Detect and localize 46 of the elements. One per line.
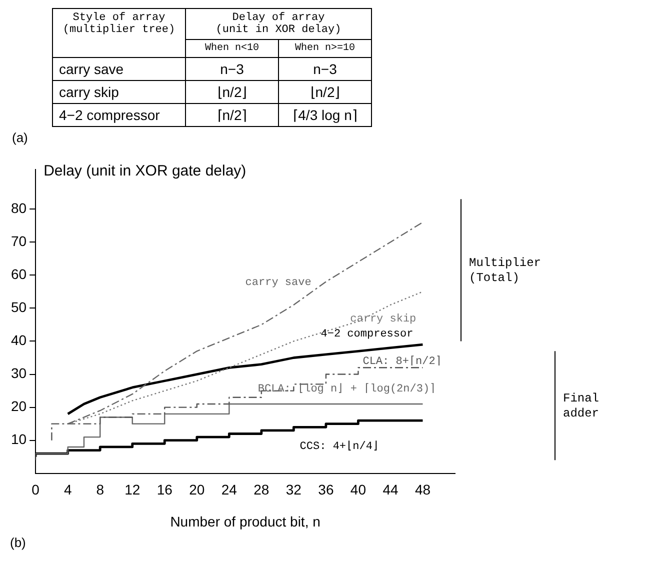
series-label: BCLA: ⌊log n⌋ + ⌈log(2n/3)⌉ <box>258 382 436 396</box>
x-tick-label: 28 <box>254 482 270 498</box>
y-tick-label: 80 <box>10 200 27 216</box>
text: ⌈4/3 log n⌉ <box>292 107 358 123</box>
x-tick-label: 4 <box>64 482 72 498</box>
text: (a) <box>12 130 28 145</box>
text: Delay of array (unit in XOR delay) <box>214 12 342 36</box>
text: ⌊n/2⌋ <box>309 84 341 100</box>
text: ⌊n/2⌋ <box>216 84 248 100</box>
text: n−3 <box>219 61 245 77</box>
text: carry save <box>59 61 125 77</box>
y-tick-label: 60 <box>10 266 27 282</box>
x-tick-label: 44 <box>382 482 398 498</box>
y-tick-label: 30 <box>10 365 27 382</box>
y-tick-label: 20 <box>10 398 27 414</box>
y-tick-label: 50 <box>10 299 27 316</box>
x-tick-label: 0 <box>32 482 40 498</box>
x-tick-label: 32 <box>286 482 302 498</box>
text: ⌈n/2⌉ <box>216 107 248 123</box>
x-tick-label: 24 <box>221 482 238 498</box>
text: 4−2 compressor <box>59 107 161 123</box>
text: When n<10 <box>204 43 260 54</box>
x-axis-title: Number of product bit, n <box>170 513 320 530</box>
x-tick-label: 48 <box>414 482 431 498</box>
series-label: carry save <box>245 276 312 289</box>
x-tick-label: 20 <box>189 482 205 498</box>
x-tick-label: 12 <box>124 482 140 498</box>
y-tick-label: 40 <box>10 332 27 348</box>
series-label: CCS: 4+⌊n/4⌋ <box>300 440 380 454</box>
y-axis-title: Delay (unit in XOR gate delay) <box>44 162 246 180</box>
text: n−3 <box>312 61 338 77</box>
x-tick-label: 40 <box>350 482 366 498</box>
y-tick-label: 70 <box>10 232 27 249</box>
x-tick-label: 16 <box>156 482 173 498</box>
x-tick-label: 8 <box>96 482 104 498</box>
text: carry skip <box>59 84 120 100</box>
text: When n>=10 <box>294 43 356 54</box>
text: Style of array (multiplier tree) <box>62 12 176 36</box>
text: Multiplier (Total) <box>469 256 542 286</box>
text: (b) <box>10 535 26 550</box>
series-label: carry skip <box>350 313 416 326</box>
series-label: CLA: 8+⌈n/2⌉ <box>362 354 442 368</box>
text: Final adder <box>563 392 600 421</box>
x-tick-label: 36 <box>318 482 334 498</box>
y-tick-label: 10 <box>10 431 27 448</box>
series-label: 4−2 compressor <box>320 328 414 341</box>
